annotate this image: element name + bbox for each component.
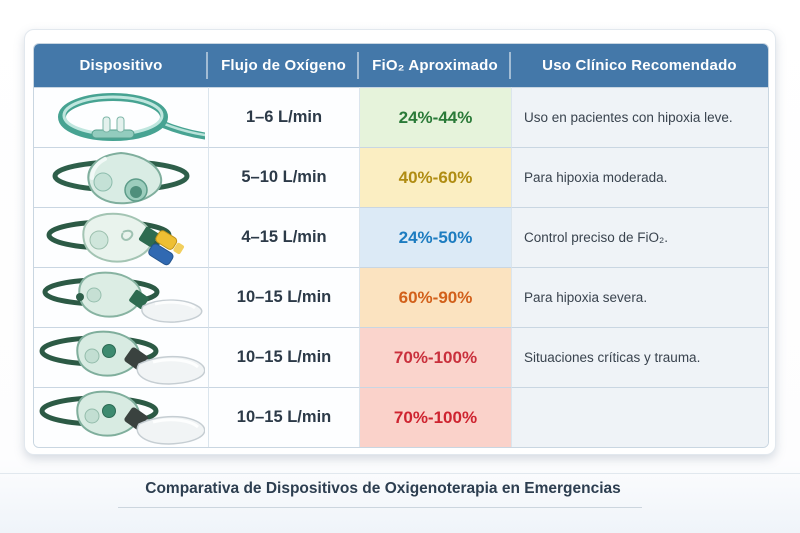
- device-cell: [34, 147, 208, 207]
- use-cell: Control preciso de FiO₂.: [511, 207, 768, 267]
- venturi-mask-icon: [34, 208, 208, 267]
- device-cell: [34, 87, 208, 147]
- use-cell: Para hipoxia severa.: [511, 267, 768, 327]
- comparison-card: Dispositivo Flujo de Oxígeno FiO₂ Aproxi…: [24, 29, 776, 455]
- use-cell: Situaciones críticas y trauma.: [511, 327, 768, 387]
- header-uso-clinico: Uso Clínico Recomendado: [511, 44, 768, 87]
- fio2-cell: 40%-60%: [359, 147, 511, 207]
- fio2-cell: 24%-44%: [359, 87, 511, 147]
- fio2-cell: 70%-100%: [359, 327, 511, 387]
- use-cell: Para hipoxia moderada.: [511, 147, 768, 207]
- nonrebreather-mask-icon: [34, 328, 208, 387]
- divider-line: [0, 473, 800, 474]
- flow-cell: 1–6 L/min: [208, 87, 359, 147]
- flow-cell: 4–15 L/min: [208, 207, 359, 267]
- device-cell: [34, 267, 208, 327]
- header-dispositivo: Dispositivo: [34, 44, 208, 87]
- fio2-cell: 70%-100%: [359, 387, 511, 447]
- fio2-cell: 24%-50%: [359, 207, 511, 267]
- flow-cell: 10–15 L/min: [208, 387, 359, 447]
- use-cell: [511, 387, 768, 447]
- flow-cell: 10–15 L/min: [208, 327, 359, 387]
- device-cell: [34, 327, 208, 387]
- partial-rebreather-mask-icon: [34, 268, 208, 327]
- header-fio2-aproximado: FiO₂ Aproximado: [359, 44, 511, 87]
- caption-underline: [118, 507, 642, 508]
- use-cell: Uso en pacientes con hipoxia leve.: [511, 87, 768, 147]
- caption-title: Comparativa de Dispositivos de Oxigenote…: [145, 480, 621, 497]
- flow-cell: 5–10 L/min: [208, 147, 359, 207]
- simple-mask-icon: [34, 148, 208, 207]
- flow-cell: 10–15 L/min: [208, 267, 359, 327]
- device-cell: [34, 387, 208, 447]
- fio2-cell: 60%-90%: [359, 267, 511, 327]
- device-table: Dispositivo Flujo de Oxígeno FiO₂ Aproxi…: [33, 43, 769, 448]
- header-flujo-oxigeno: Flujo de Oxígeno: [208, 44, 359, 87]
- nonrebreather-mask-icon: [34, 388, 208, 447]
- device-cell: [34, 207, 208, 267]
- nasal-cannula-icon: [34, 88, 208, 147]
